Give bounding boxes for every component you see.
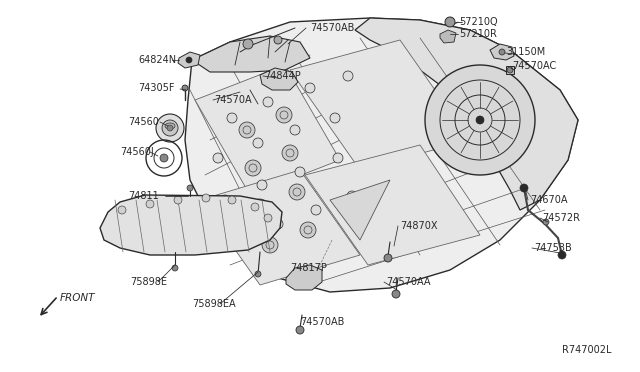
- Text: 74570AC: 74570AC: [512, 61, 556, 71]
- Circle shape: [182, 85, 188, 91]
- Text: 74570AB: 74570AB: [300, 317, 344, 327]
- Circle shape: [305, 83, 315, 93]
- Polygon shape: [355, 18, 578, 210]
- Polygon shape: [178, 52, 200, 68]
- Text: 57210Q: 57210Q: [459, 17, 498, 27]
- Circle shape: [187, 185, 193, 191]
- Polygon shape: [260, 68, 298, 90]
- Text: 75898E: 75898E: [130, 277, 167, 287]
- Circle shape: [146, 200, 154, 208]
- Circle shape: [257, 180, 267, 190]
- Circle shape: [295, 167, 305, 177]
- Circle shape: [296, 326, 304, 334]
- Circle shape: [243, 39, 253, 49]
- Circle shape: [425, 65, 535, 175]
- Circle shape: [347, 191, 357, 201]
- Text: 74844P: 74844P: [264, 71, 301, 81]
- Text: 57210R: 57210R: [459, 29, 497, 39]
- Circle shape: [160, 154, 168, 162]
- Text: 31150M: 31150M: [506, 47, 545, 57]
- Text: 74305F: 74305F: [138, 83, 175, 93]
- Circle shape: [392, 290, 400, 298]
- Circle shape: [311, 205, 321, 215]
- Circle shape: [507, 67, 513, 73]
- Text: 74572R: 74572R: [542, 213, 580, 223]
- Circle shape: [290, 125, 300, 135]
- Circle shape: [263, 97, 273, 107]
- Text: 74570AB: 74570AB: [310, 23, 355, 33]
- Circle shape: [228, 196, 236, 204]
- Polygon shape: [290, 40, 470, 170]
- Text: 74670A: 74670A: [530, 195, 568, 205]
- Circle shape: [343, 71, 353, 81]
- Text: 64824N: 64824N: [138, 55, 176, 65]
- Circle shape: [520, 184, 528, 192]
- Text: 74817P: 74817P: [290, 263, 327, 273]
- Polygon shape: [200, 170, 360, 285]
- Circle shape: [202, 194, 210, 202]
- Circle shape: [156, 114, 184, 142]
- Circle shape: [384, 254, 392, 262]
- Circle shape: [253, 138, 263, 148]
- Circle shape: [227, 113, 237, 123]
- Circle shape: [245, 160, 261, 176]
- Circle shape: [255, 271, 261, 277]
- Circle shape: [543, 219, 549, 225]
- Circle shape: [174, 196, 182, 204]
- Text: 74570AA: 74570AA: [386, 277, 431, 287]
- Circle shape: [300, 222, 316, 238]
- Circle shape: [239, 122, 255, 138]
- Text: FRONT: FRONT: [60, 293, 95, 303]
- Polygon shape: [100, 195, 282, 255]
- Circle shape: [162, 120, 178, 136]
- Circle shape: [235, 233, 245, 243]
- Circle shape: [167, 125, 173, 131]
- Text: 74560: 74560: [128, 117, 159, 127]
- Text: 75898EA: 75898EA: [192, 299, 236, 309]
- Polygon shape: [185, 18, 578, 292]
- Polygon shape: [440, 30, 456, 43]
- Circle shape: [172, 265, 178, 271]
- Circle shape: [262, 237, 278, 253]
- Circle shape: [186, 57, 192, 63]
- Polygon shape: [192, 36, 310, 72]
- Circle shape: [445, 17, 455, 27]
- Circle shape: [213, 153, 223, 163]
- Circle shape: [276, 107, 292, 123]
- Text: R747002L: R747002L: [562, 345, 611, 355]
- Circle shape: [273, 219, 283, 229]
- Polygon shape: [195, 65, 340, 195]
- Polygon shape: [305, 145, 480, 265]
- Text: 74570A: 74570A: [214, 95, 252, 105]
- Circle shape: [333, 153, 343, 163]
- Circle shape: [274, 36, 282, 44]
- Circle shape: [264, 214, 272, 222]
- Text: 74753B: 74753B: [534, 243, 572, 253]
- Circle shape: [499, 49, 505, 55]
- Circle shape: [289, 184, 305, 200]
- Circle shape: [558, 251, 566, 259]
- Polygon shape: [490, 44, 514, 60]
- Polygon shape: [286, 265, 322, 290]
- Circle shape: [252, 199, 268, 215]
- Circle shape: [251, 203, 259, 211]
- Text: 74560J: 74560J: [120, 147, 154, 157]
- Bar: [506, 66, 514, 74]
- Text: 74870X: 74870X: [400, 221, 438, 231]
- Circle shape: [330, 113, 340, 123]
- Text: 74811: 74811: [128, 191, 159, 201]
- Circle shape: [282, 145, 298, 161]
- Polygon shape: [330, 180, 390, 240]
- Circle shape: [476, 116, 484, 124]
- Circle shape: [220, 195, 230, 205]
- Ellipse shape: [165, 123, 175, 129]
- Circle shape: [118, 206, 126, 214]
